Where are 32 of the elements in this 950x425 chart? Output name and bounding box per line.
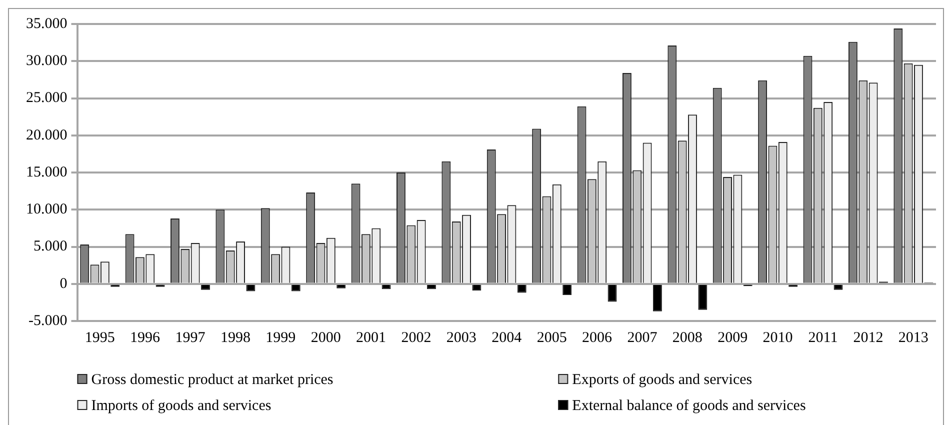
legend-label: Exports of goods and services [572,372,752,388]
x-tick-label: 1997 [175,330,206,346]
x-tick-label: 1996 [130,330,161,346]
x-tick-label: 2010 [762,330,793,346]
y-tick-label: 10.000 [26,202,68,218]
y-tick-label: -5.000 [28,312,68,329]
x-tick-label: 2003 [446,330,476,346]
y-tick-label: 35.000 [26,16,68,32]
legend-label: Imports of goods and services [91,398,272,414]
x-tick-label: 2002 [401,330,432,346]
x-tick-label: 2004 [492,330,522,346]
legend-label: Gross domestic product at market prices [91,372,334,388]
y-tick-label: 30.000 [26,53,68,70]
y-tick-label: 20.000 [26,127,68,144]
x-tick-label: 2009 [718,330,748,346]
x-tick-label: 2001 [356,330,386,346]
y-tick-label: 0 [60,276,68,292]
y-tick-label: 5.000 [34,238,68,255]
y-tick-label: 25.000 [26,90,68,106]
legend-label: External balance of goods and services [572,398,806,414]
x-tick-label: 2000 [310,330,341,346]
y-tick-label: 15.000 [26,164,68,180]
x-tick-label: 1998 [220,330,250,346]
x-tick-label: 2008 [672,330,702,346]
x-tick-label: 2005 [536,330,567,346]
x-tick-label: 2011 [808,330,838,346]
x-tick-label: 2006 [582,330,613,346]
x-tick-label: 2013 [898,330,928,346]
x-tick-label: 2012 [853,330,884,346]
x-tick-label: 2007 [627,330,658,346]
x-tick-label: 1995 [84,330,115,346]
x-tick-label: 1999 [266,330,296,346]
